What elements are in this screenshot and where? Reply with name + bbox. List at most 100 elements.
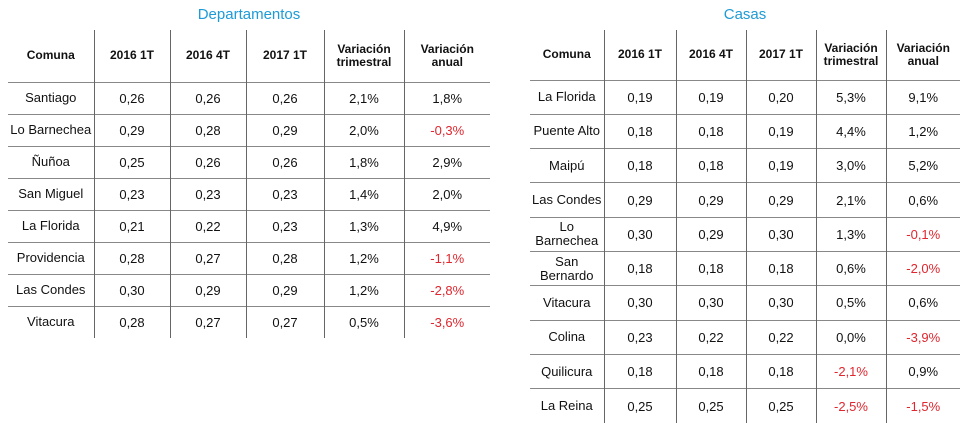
value-cell: 0,29 [245, 273, 324, 306]
value-cell: 0,28 [245, 241, 324, 274]
value-cell: -1,5% [885, 388, 960, 423]
comuna-cell: Santiago [8, 81, 94, 114]
comuna-cell: Vitacura [8, 305, 94, 338]
value-cell: 0,29 [93, 113, 170, 146]
table-row: Colina 0,23 0,22 0,22 0,0% -3,9% [530, 319, 960, 355]
value-cell: 0,29 [675, 182, 746, 218]
value-cell: 0,30 [745, 216, 816, 252]
column-header: 2017 1T [245, 30, 324, 82]
column-header: 2016 1T [603, 30, 676, 80]
value-cell: 0,26 [169, 81, 246, 114]
value-cell: 5,3% [815, 79, 886, 115]
value-cell: 0,26 [169, 145, 246, 178]
value-cell: 0,30 [603, 285, 676, 321]
table-row: San Miguel 0,23 0,23 0,23 1,4% 2,0% [8, 177, 490, 210]
value-cell: 0,5% [323, 305, 404, 338]
value-cell: 5,2% [885, 148, 960, 183]
comuna-cell: Lo Barnechea [8, 113, 94, 146]
value-cell: 0,30 [675, 285, 746, 321]
value-cell: 0,18 [675, 113, 746, 149]
table-row: Providencia 0,28 0,27 0,28 1,2% -1,1% [8, 241, 490, 274]
value-cell: 4,9% [403, 209, 490, 242]
column-header: 2016 4T [675, 30, 746, 80]
table-row: San Bernardo 0,18 0,18 0,18 0,6% -2,0% [530, 250, 960, 286]
value-cell: -0,3% [403, 113, 490, 146]
value-cell: 0,19 [675, 79, 746, 115]
value-cell: 0,28 [93, 241, 170, 274]
value-cell: 0,22 [745, 319, 816, 355]
table-row: La Florida 0,21 0,22 0,23 1,3% 4,9% [8, 209, 490, 242]
comuna-cell: Lo Barnechea [530, 216, 604, 252]
value-cell: 0,19 [745, 113, 816, 149]
comuna-cell: Colina [530, 319, 604, 355]
value-cell: 9,1% [885, 79, 960, 115]
comuna-cell: San Bernardo [530, 250, 604, 286]
value-cell: 0,27 [169, 305, 246, 338]
value-cell: 0,6% [885, 285, 960, 321]
value-cell: 0,26 [245, 145, 324, 178]
table-row: La Florida 0,19 0,19 0,20 5,3% 9,1% [530, 79, 960, 115]
comuna-cell: Las Condes [530, 182, 604, 218]
value-cell: 1,2% [323, 241, 404, 274]
value-cell: 0,18 [675, 353, 746, 389]
value-cell: 0,6% [815, 250, 886, 286]
value-cell: 0,29 [245, 113, 324, 146]
value-cell: 0,18 [603, 250, 676, 286]
comuna-cell: San Miguel [8, 177, 94, 210]
value-cell: 0,29 [675, 216, 746, 252]
header-row: Comuna 2016 1T 2016 4T 2017 1T Variación tri… [8, 30, 490, 82]
table-row: Maipú 0,18 0,18 0,19 3,0% 5,2% [530, 148, 960, 183]
value-cell: -3,6% [403, 305, 490, 338]
value-cell: -0,1% [885, 216, 960, 252]
value-cell: 0,0% [815, 319, 886, 355]
value-cell: 0,5% [815, 285, 886, 321]
value-cell: 3,0% [815, 148, 886, 183]
value-cell: 4,4% [815, 113, 886, 149]
value-cell: 0,30 [93, 273, 170, 306]
value-cell: 0,23 [603, 319, 676, 355]
table-row: Las Condes 0,30 0,29 0,29 1,2% -2,8% [8, 273, 490, 306]
comuna-cell: La Florida [530, 79, 604, 115]
value-cell: 0,18 [675, 148, 746, 183]
casas-table: Comuna 2016 1T 2016 4T 2017 1T Variación tri… [530, 30, 960, 423]
column-header: 2016 1T [93, 30, 170, 82]
value-cell: 0,19 [745, 148, 816, 183]
value-cell: 0,26 [245, 81, 324, 114]
value-cell: 1,2% [885, 113, 960, 149]
value-cell: 0,22 [169, 209, 246, 242]
value-cell: 1,3% [323, 209, 404, 242]
value-cell: -2,5% [815, 388, 886, 423]
value-cell: 2,1% [815, 182, 886, 218]
value-cell: 0,29 [169, 273, 246, 306]
table-row: Quilicura 0,18 0,18 0,18 -2,1% 0,9% [530, 353, 960, 389]
value-cell: 0,25 [675, 388, 746, 423]
value-cell: 1,3% [815, 216, 886, 252]
departamentos-table: Comuna 2016 1T 2016 4T 2017 1T Variación tri… [8, 30, 490, 338]
column-header: 2017 1T [745, 30, 816, 80]
value-cell: 0,19 [603, 79, 676, 115]
value-cell: 0,30 [603, 216, 676, 252]
comuna-cell: Ñuñoa [8, 145, 94, 178]
value-cell: 0,22 [675, 319, 746, 355]
table-row: Santiago 0,26 0,26 0,26 2,1% 1,8% [8, 81, 490, 114]
table-row: Lo Barnechea 0,30 0,29 0,30 1,3% -0,1% [530, 216, 960, 252]
table-row: Vitacura 0,30 0,30 0,30 0,5% 0,6% [530, 285, 960, 321]
value-cell: 2,9% [403, 145, 490, 178]
value-cell: 0,23 [169, 177, 246, 210]
value-cell: 0,25 [93, 145, 170, 178]
table-row: Puente Alto 0,18 0,18 0,19 4,4% 1,2% [530, 113, 960, 149]
value-cell: 0,23 [245, 209, 324, 242]
value-cell: 0,28 [169, 113, 246, 146]
comuna-cell: Vitacura [530, 285, 604, 321]
value-cell: 0,6% [885, 182, 960, 218]
table-row: Lo Barnechea 0,29 0,28 0,29 2,0% -0,3% [8, 113, 490, 146]
value-cell: 0,18 [745, 250, 816, 286]
comuna-cell: Puente Alto [530, 113, 604, 149]
column-header: 2016 4T [169, 30, 246, 82]
departamentos-title: Departamentos [197, 6, 301, 23]
value-cell: -3,9% [885, 319, 960, 355]
value-cell: 0,29 [745, 182, 816, 218]
column-header: Variación trimestral [323, 30, 404, 82]
value-cell: 2,1% [323, 81, 404, 114]
header-row: Comuna 2016 1T 2016 4T 2017 1T Variación tri… [530, 30, 960, 80]
